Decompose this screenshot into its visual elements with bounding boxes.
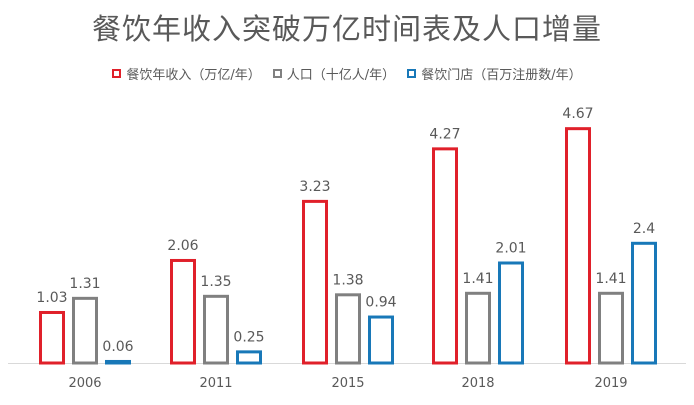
data-label-population-2018: 1.41 xyxy=(462,271,493,287)
bar-revenue-2006 xyxy=(39,310,65,365)
bar-population-2019 xyxy=(598,291,624,365)
bar-revenue-2011 xyxy=(170,258,196,365)
legend-item-revenue: 餐饮年收入（万亿/年） xyxy=(112,64,261,83)
data-label-revenue-2011: 2.06 xyxy=(167,238,198,254)
bar-stores-2018 xyxy=(498,261,524,365)
legend-swatch-population xyxy=(272,69,282,78)
bar-population-2011 xyxy=(203,294,229,365)
data-label-revenue-2019: 4.67 xyxy=(562,106,593,122)
bar-stores-2011 xyxy=(236,350,262,365)
data-label-stores-2006: 0.06 xyxy=(102,339,133,355)
legend-item-stores: 餐饮门店（百万注册数/年） xyxy=(407,64,582,83)
data-label-stores-2015: 0.94 xyxy=(365,295,396,311)
data-label-stores-2019: 2.4 xyxy=(633,221,655,237)
chart-legend: 餐饮年收入（万亿/年） 人口（十亿人/年） 餐饮门店（百万注册数/年） xyxy=(0,64,694,83)
x-tick-label-2018: 2018 xyxy=(461,376,494,391)
data-label-revenue-2006: 1.03 xyxy=(36,290,67,306)
data-label-revenue-2018: 4.27 xyxy=(429,126,460,142)
bar-stores-2015 xyxy=(368,315,394,365)
data-label-population-2011: 1.35 xyxy=(200,274,231,290)
data-label-population-2019: 1.41 xyxy=(595,271,626,287)
bar-revenue-2018 xyxy=(432,147,458,365)
data-label-revenue-2015: 3.23 xyxy=(299,179,330,195)
legend-label-revenue: 餐饮年收入（万亿/年） xyxy=(126,68,261,83)
bar-population-2018 xyxy=(465,291,491,365)
bar-stores-2006 xyxy=(105,359,131,365)
x-tick-label-2006: 2006 xyxy=(68,376,101,391)
legend-swatch-revenue xyxy=(112,69,122,78)
bar-stores-2019 xyxy=(631,241,657,365)
x-tick-label-2015: 2015 xyxy=(331,376,364,391)
bar-population-2006 xyxy=(72,296,98,365)
x-tick-label-2011: 2011 xyxy=(199,376,232,391)
bar-revenue-2019 xyxy=(565,127,591,365)
legend-item-population: 人口（十亿人/年） xyxy=(272,64,396,83)
bar-revenue-2015 xyxy=(302,199,328,365)
legend-label-stores: 餐饮门店（百万注册数/年） xyxy=(421,68,582,83)
bar-population-2015 xyxy=(335,293,361,365)
x-tick-label-2019: 2019 xyxy=(594,376,627,391)
legend-label-population: 人口（十亿人/年） xyxy=(286,68,396,83)
data-label-stores-2018: 2.01 xyxy=(495,240,526,256)
data-label-population-2006: 1.31 xyxy=(69,276,100,292)
chart-title: 餐饮年收入突破万亿时间表及人口增量 xyxy=(91,12,602,46)
data-label-population-2015: 1.38 xyxy=(332,272,363,288)
data-label-stores-2011: 0.25 xyxy=(233,329,264,345)
legend-swatch-stores xyxy=(407,69,417,78)
